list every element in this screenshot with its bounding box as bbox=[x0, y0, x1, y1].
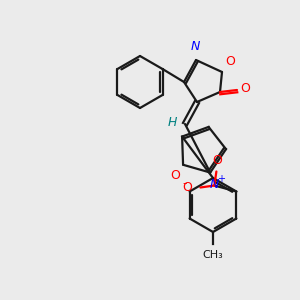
Text: CH₃: CH₃ bbox=[202, 250, 224, 260]
Text: H: H bbox=[167, 116, 177, 130]
Text: +: + bbox=[218, 175, 225, 184]
Text: O: O bbox=[212, 154, 222, 166]
Text: O: O bbox=[225, 55, 235, 68]
Text: N: N bbox=[190, 40, 200, 53]
Text: N: N bbox=[210, 178, 219, 191]
Text: O: O bbox=[170, 169, 180, 182]
Text: -: - bbox=[182, 177, 187, 190]
Text: O: O bbox=[182, 181, 192, 194]
Text: O: O bbox=[240, 82, 250, 95]
